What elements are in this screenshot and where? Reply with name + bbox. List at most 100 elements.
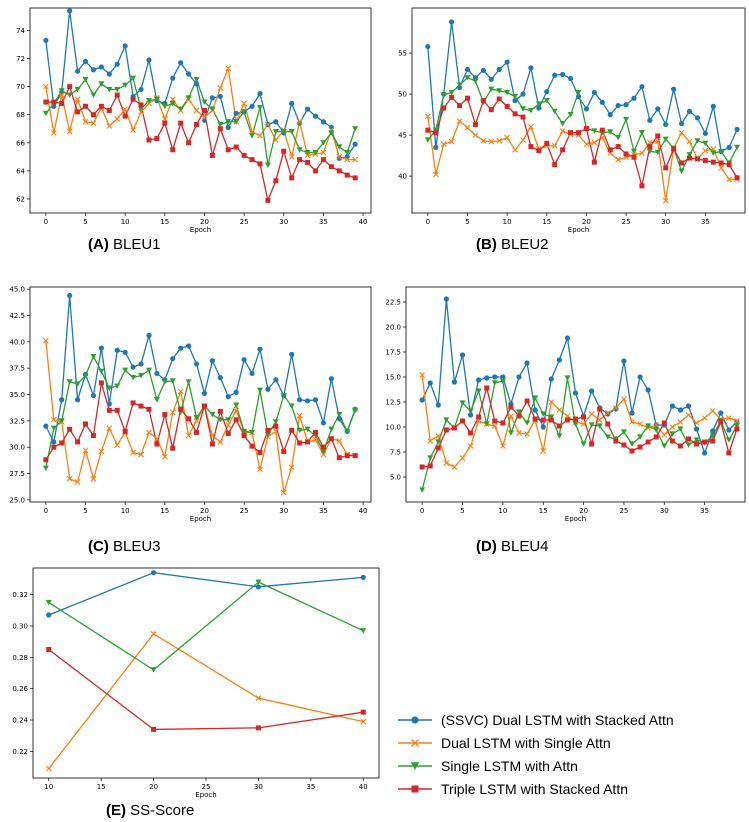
- chart-e-series-2-point: [360, 628, 367, 634]
- chart-b-series-2-point: [591, 128, 598, 134]
- chart-d-series-0-point: [669, 403, 675, 409]
- caption-a-text: BLEU1: [113, 236, 161, 253]
- chart-d-series-2-point: [419, 487, 426, 493]
- chart-c-series-2-point: [66, 379, 73, 385]
- chart-b: 0 5 10 15 20 25 30 35 40 45 50 55 Epoch: [398, 7, 746, 234]
- chart-b-series-2-point: [686, 152, 693, 158]
- caption-b-letter: (B): [476, 236, 497, 253]
- chart-b-series-3-point: [552, 162, 558, 168]
- x-tick-label: 15: [160, 507, 169, 515]
- chart-d-series-3-point: [500, 420, 506, 426]
- chart-e-series-3-line: [48, 648, 364, 731]
- x-tick-label: 35: [701, 218, 710, 226]
- chart-a-series-1-point: [50, 130, 57, 136]
- legend-item-triple: Triple LSTM with Stacked Attn: [398, 777, 674, 800]
- chart-a-series-2-point: [209, 106, 216, 112]
- chart-b-series-1-point: [559, 128, 566, 134]
- chart-d-series-3-point: [564, 417, 570, 423]
- chart-c-series-1-point: [272, 428, 279, 435]
- caption-b: (B) BLEU2: [476, 236, 549, 253]
- chart-c-series-0-point: [209, 358, 215, 364]
- chart-d-series-1-point: [516, 430, 522, 436]
- y-tick-label: 12.5: [385, 399, 401, 407]
- chart-d-series-1-point: [604, 410, 611, 416]
- chart-b-series-0-point: [536, 105, 542, 111]
- chart-d-series-0-point: [677, 407, 684, 413]
- chart-a-series-3-point: [98, 103, 104, 109]
- chart-b-series-2-point: [567, 112, 574, 118]
- chart-a-series-3-point: [273, 178, 279, 184]
- chart-b-series-1-point: [432, 171, 439, 178]
- chart-d-series-2-point: [435, 439, 442, 445]
- chart-d-series-0-point: [467, 412, 474, 418]
- chart-d-series-1-point: [669, 424, 676, 430]
- chart-e-series-1-point: [360, 718, 367, 725]
- chart-a-series-2-point: [264, 162, 271, 169]
- chart-e-series-0-point: [150, 570, 157, 576]
- chart-a-series-3-point: [194, 122, 200, 128]
- chart-a-series-0-point: [320, 119, 327, 125]
- chart-d-series-0-point: [500, 374, 506, 380]
- chart-d-series-2-point: [588, 422, 595, 428]
- chart-d-series-3-point: [419, 464, 425, 470]
- legend-label-ssvc: (SSVC) Dual LSTM with Stacked Attn: [441, 711, 674, 728]
- chart-b-series-1-point: [726, 176, 733, 183]
- x-tick-label: 10: [121, 218, 130, 226]
- chart-a: 0 5 10 15 20 25 30 35 40 62 64 66 68 70 72 74 Epoch: [16, 7, 372, 234]
- chart-d-series-3-point: [597, 406, 603, 412]
- chart-d-series-0-point: [734, 419, 740, 425]
- chart-d-series-0-point: [702, 450, 708, 456]
- chart-a-series-0-point: [273, 119, 279, 125]
- chart-d-series-1-point: [629, 419, 635, 425]
- chart-c-series-2-point: [106, 385, 113, 391]
- legend: (SSVC) Dual LSTM with Stacked Attn Dual …: [398, 708, 674, 800]
- chart-d-series-2-point: [516, 409, 522, 415]
- chart-c-series-3-point: [114, 407, 120, 413]
- chart-a-series-1-point: [201, 114, 208, 121]
- chart-d-series-3-point: [589, 441, 595, 447]
- y-tick-label: 32.5: [9, 417, 25, 425]
- chart-a-series-1-point: [304, 152, 311, 159]
- chart-c-series-3-point: [328, 436, 334, 442]
- chart-b-series-3-point: [591, 159, 597, 165]
- y-tick-label: 68: [16, 111, 25, 119]
- chart-c-series-3-point: [90, 433, 96, 439]
- chart-b-series-3-point: [599, 127, 605, 133]
- chart-d-series-2-point: [540, 411, 547, 417]
- chart-b-series-3-point: [710, 159, 716, 165]
- x-axis-label: Epoch: [568, 226, 589, 234]
- x-tick-label: 25: [202, 783, 211, 791]
- chart-a-series-0-point: [122, 43, 128, 49]
- chart-c-series-0-point: [43, 423, 49, 429]
- chart-a-series-3-point: [90, 112, 96, 118]
- chart-c-series-2-point: [225, 417, 232, 423]
- x-tick-label: 30: [661, 218, 670, 226]
- chart-b-series-2-point: [543, 98, 550, 104]
- chart-c-series-3-point: [281, 448, 287, 454]
- chart-a-series-3-point: [217, 126, 223, 132]
- chart-d-series-1-point: [427, 438, 434, 444]
- chart-a-series-1-point: [296, 118, 303, 125]
- chart-b-series-2-point: [527, 107, 534, 114]
- chart-a-series-3-point: [67, 84, 73, 90]
- chart-a-series-0-point: [90, 67, 97, 73]
- chart-c-series-1-point: [296, 412, 303, 419]
- chart-a-series-3-point: [83, 103, 89, 109]
- chart-d-series-0-point: [693, 426, 700, 432]
- chart-c-series-2-point: [352, 407, 359, 414]
- chart-c-series-1-point: [82, 447, 89, 454]
- chart-a-series-0-point: [352, 141, 358, 147]
- y-tick-label: 50: [398, 91, 407, 99]
- chart-a-series-1-point: [272, 137, 279, 143]
- chart-d-series-2-point: [483, 421, 490, 427]
- chart-b-series-1-point: [615, 156, 622, 163]
- chart-d-series-3-point: [661, 420, 667, 426]
- chart-c-series-2-point: [193, 415, 200, 421]
- chart-c-series-2-point: [256, 387, 263, 394]
- chart-d-series-0-point: [572, 390, 579, 396]
- chart-a-series-2-point: [98, 81, 105, 87]
- chart-c-series-3-point: [194, 429, 200, 435]
- x-tick-label: 0: [44, 218, 48, 226]
- chart-a-series-2-point: [122, 82, 129, 89]
- chart-a-series-1-point: [82, 118, 89, 125]
